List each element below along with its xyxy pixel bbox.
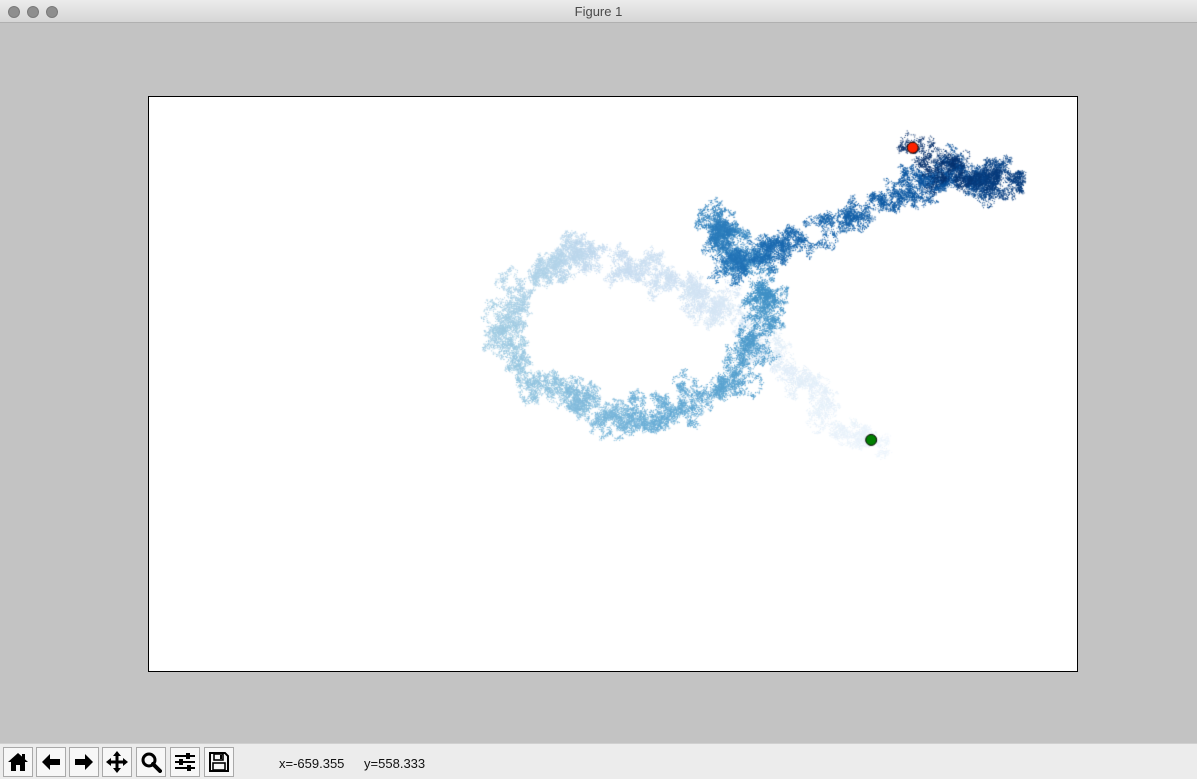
window-title: Figure 1 bbox=[574, 4, 623, 19]
save-button[interactable] bbox=[204, 747, 234, 777]
back-button[interactable] bbox=[36, 747, 66, 777]
subplots-config-button[interactable] bbox=[170, 747, 200, 777]
zoom-icon bbox=[141, 752, 162, 773]
navigation-toolbar: x=-659.355 y=558.333 bbox=[0, 743, 1197, 779]
title-bar: Figure 1 bbox=[0, 0, 1197, 23]
close-window-button[interactable] bbox=[8, 6, 20, 18]
pan-icon bbox=[106, 751, 128, 773]
back-arrow-icon bbox=[42, 754, 60, 770]
zoom-window-button[interactable] bbox=[46, 6, 58, 18]
random-walk-scatter bbox=[148, 96, 1078, 672]
forward-button[interactable] bbox=[69, 747, 99, 777]
pan-button[interactable] bbox=[102, 747, 132, 777]
cursor-x-readout: x=-659.355 bbox=[279, 756, 345, 771]
subplots-config-icon bbox=[175, 753, 195, 771]
zoom-button[interactable] bbox=[136, 747, 166, 777]
home-icon bbox=[8, 753, 28, 771]
forward-arrow-icon bbox=[75, 754, 93, 770]
save-icon bbox=[209, 752, 229, 772]
cursor-coordinates: x=-659.355 y=558.333 bbox=[279, 756, 425, 771]
minimize-window-button[interactable] bbox=[27, 6, 39, 18]
cursor-y-readout: y=558.333 bbox=[364, 756, 426, 771]
home-button[interactable] bbox=[3, 747, 33, 777]
